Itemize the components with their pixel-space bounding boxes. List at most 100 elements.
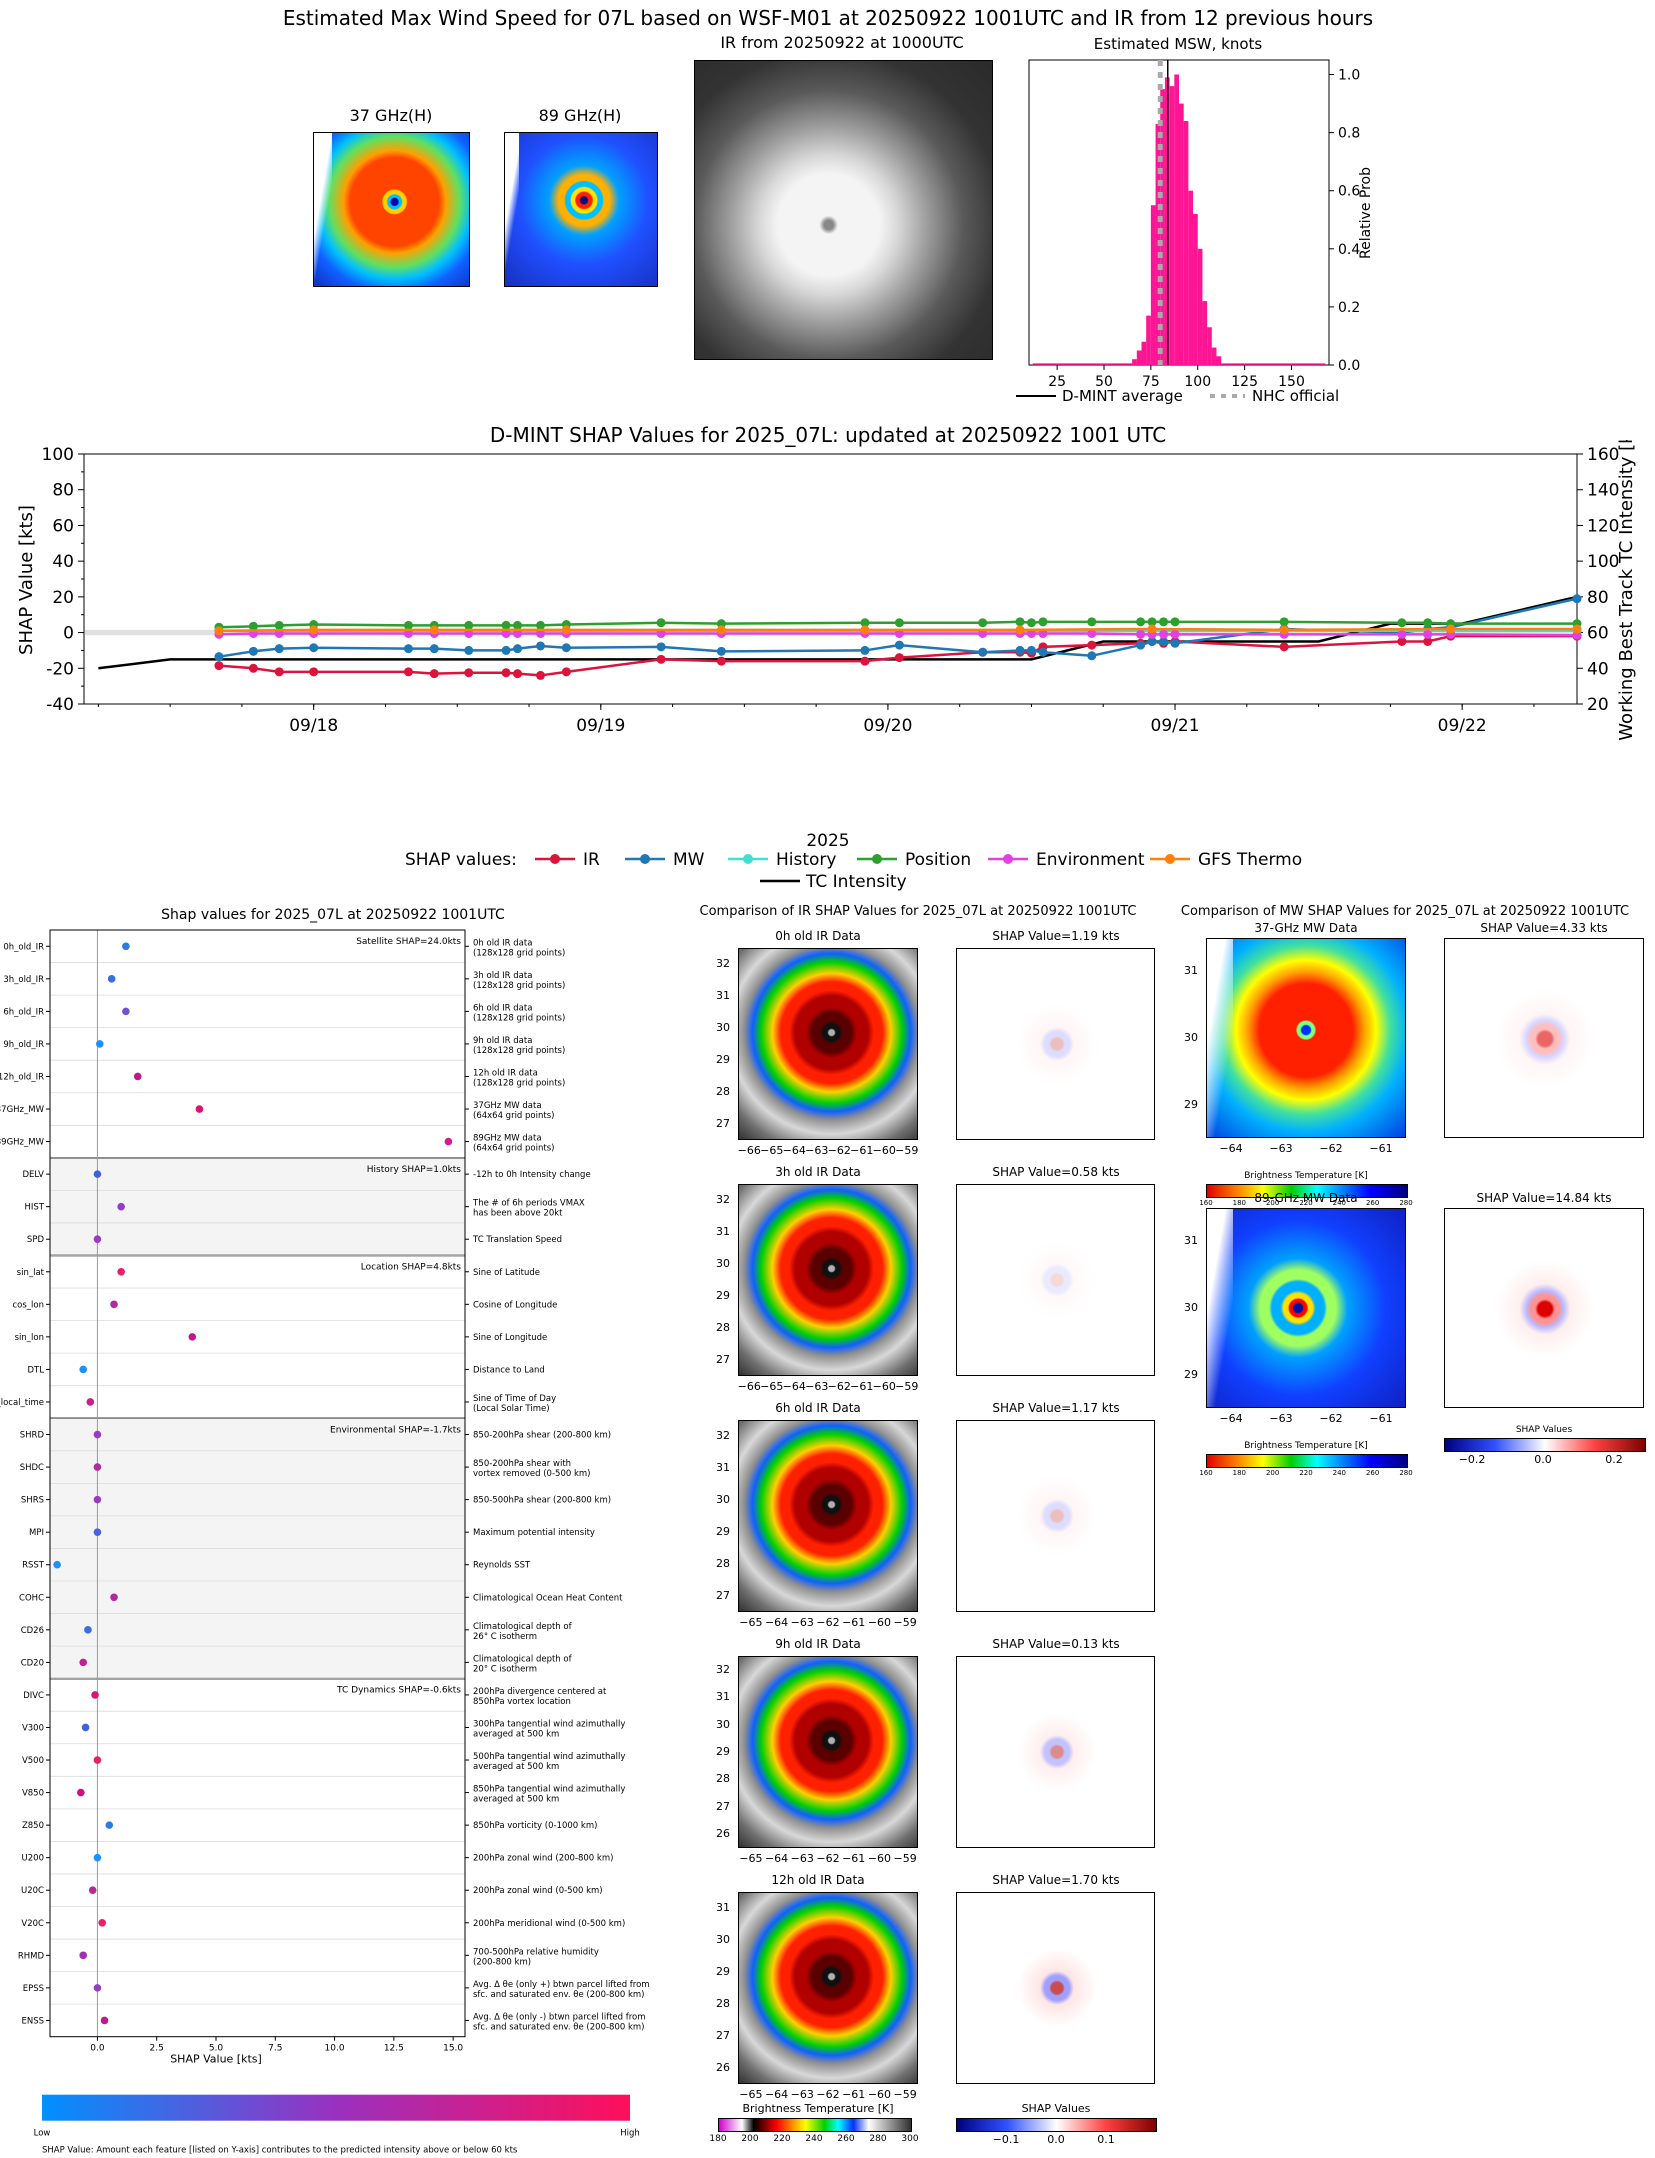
series-point [860, 656, 870, 666]
series-point [1423, 629, 1433, 639]
mw-colorbar-tick: 260 [1365, 1469, 1380, 1477]
legend-label: GFS Thermo [1198, 850, 1302, 870]
lat-tick-label: 29 [716, 1965, 730, 1978]
ir-image-panel [738, 948, 918, 1140]
legend-label: History [776, 850, 836, 870]
series-point [513, 628, 523, 638]
series-point [429, 669, 439, 679]
feature-desc: 37GHz MW data [473, 1101, 542, 1111]
shap-xtick-label: 5.0 [209, 2044, 224, 2054]
lon-tick-label: −65 [760, 1380, 784, 1393]
ts-ytick-left-label: 40 [52, 552, 74, 572]
lon-tick-label: −64 [1219, 1412, 1243, 1425]
series-point [1397, 618, 1407, 628]
lat-tick-label: 31 [716, 989, 730, 1002]
mw-colorbar-tick: 160 [1199, 1469, 1213, 1477]
ir-colorbar-tick: 280 [869, 2134, 887, 2144]
mw-image-panel [1206, 1208, 1406, 1408]
main-title: Estimated Max Wind Speed for 07L based o… [282, 6, 1374, 30]
series-point [1572, 594, 1582, 604]
shap-heat-blob [1017, 1240, 1097, 1320]
series-point [1147, 624, 1157, 634]
feature-desc: 850-200hPa shear with [473, 1459, 571, 1469]
lat-tick-label: 32 [716, 1193, 730, 1206]
feature-desc: TC Translation Speed [472, 1235, 562, 1245]
shap-xtick-label: 15.0 [443, 2044, 463, 2054]
feature-point [133, 1072, 142, 1081]
mw-colorbar [1206, 1184, 1408, 1198]
feature-point [93, 1984, 102, 1992]
series-point [536, 628, 546, 638]
feature-desc: 9h old IR data [473, 1036, 532, 1046]
ir-panel-title: 6h old IR Data [775, 1401, 861, 1415]
feature-name: DTL [28, 1365, 45, 1375]
legend-dmint-label: D-MINT average [1062, 387, 1183, 405]
feature-name: V300 [22, 1723, 44, 1733]
feature-desc: averaged at 500 km [473, 1795, 559, 1805]
shap-xtick-label: 12.5 [384, 2044, 404, 2054]
msw-bar [1141, 341, 1147, 365]
mw-colorbar-label: Brightness Temperature [K] [1244, 1171, 1368, 1181]
ts-ytick-right-label: 120 [1587, 516, 1619, 536]
lon-tick-label: −66 [737, 1144, 761, 1157]
feature-name: Z850 [22, 1821, 44, 1831]
series-point [309, 625, 319, 635]
series-point [1015, 617, 1025, 627]
ts-xlabel: 2025 [806, 831, 849, 851]
lon-tick-label: −62 [827, 1380, 851, 1393]
mw-colorbar-tick: 260 [1365, 1199, 1380, 1207]
group-label: TC Dynamics SHAP=-0.6kts [336, 1686, 461, 1696]
feature-name: 9h_old_IR [3, 1040, 44, 1050]
lat-tick-label: 26 [716, 2061, 730, 2074]
legend-marker [1003, 854, 1013, 864]
series-point [1279, 617, 1289, 627]
ir-shap-colorbar-tick: −0.1 [992, 2133, 1020, 2146]
series-point [1038, 647, 1048, 657]
mw-image-panel [1206, 938, 1406, 1138]
lat-tick-label: 28 [716, 1321, 730, 1334]
msw-bar [1169, 86, 1175, 365]
ts-ytick-right-label: 80 [1587, 588, 1609, 608]
feature-name: V500 [22, 1756, 44, 1766]
series-point [716, 656, 726, 666]
feature-point [105, 1821, 114, 1829]
feature-desc: 850hPa tangential wind azimuthally [473, 1785, 625, 1795]
mw-shap-panel [1444, 938, 1644, 1138]
lat-tick-label: 26 [716, 1827, 730, 1841]
legend-marker [743, 854, 753, 864]
legend-marker [872, 854, 882, 864]
msw-bar [1132, 359, 1137, 365]
shap-feature-chart: Satellite SHAP=24.0kts History SHAP=1.0kt… [0, 929, 650, 2156]
ts-axes-frame [83, 453, 1578, 705]
mw-shap-panel-title: SHAP Value=14.84 kts [1476, 1191, 1612, 1205]
feature-desc: 850hPa vorticity (0-1000 km) [473, 1821, 597, 1831]
feature-point [195, 1105, 204, 1113]
mw-shap-panel [1444, 1208, 1644, 1408]
feature-name: SHDC [20, 1463, 44, 1473]
lat-tick-label: 30 [716, 1717, 730, 1731]
series-point [464, 620, 474, 630]
series-point [403, 620, 413, 630]
feature-point [110, 1300, 118, 1309]
ir-shap-panel [956, 948, 1155, 1140]
ir-shap-colorbar [956, 2118, 1157, 2132]
feature-desc: averaged at 500 km [473, 1762, 559, 1772]
feature-name: V20C [21, 1919, 44, 1929]
feature-point [84, 1626, 92, 1634]
lon-tick-label: −61 [842, 1852, 866, 1865]
series-point [1136, 629, 1146, 639]
ts-ytick-left-label: 20 [52, 588, 74, 608]
mw-colorbar-tick: 220 [1299, 1469, 1313, 1477]
shap-xlabel: SHAP Value [kts] [170, 2053, 262, 2066]
msw-bar [1146, 315, 1151, 365]
series-point [1446, 624, 1456, 634]
ir-shap-panel [956, 1892, 1155, 2084]
lat-tick-label: 28 [716, 1997, 730, 2010]
ir-shap-colorbar-label: SHAP Values [1021, 2102, 1091, 2115]
lon-tick-label: −63 [790, 1616, 814, 1629]
lat-tick-label: 32 [716, 1429, 730, 1442]
lon-tick-label: −59 [893, 2088, 917, 2101]
feature-point [53, 1560, 61, 1569]
feature-point [79, 1658, 87, 1667]
feature-name: 89GHz_MW [0, 1138, 45, 1148]
